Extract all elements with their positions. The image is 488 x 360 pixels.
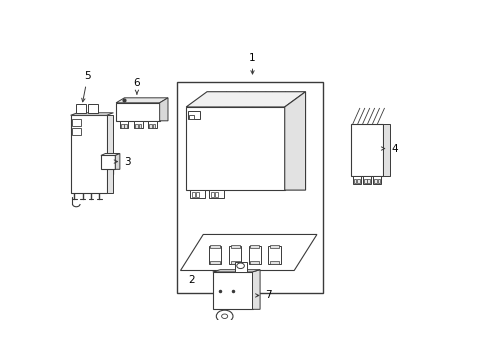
Bar [269, 261, 279, 264]
Bar [72, 120, 81, 126]
Polygon shape [116, 103, 159, 121]
Polygon shape [70, 115, 106, 193]
Polygon shape [350, 123, 383, 176]
Bar [189, 115, 193, 118]
Polygon shape [186, 107, 284, 190]
Bar [191, 192, 195, 197]
Polygon shape [116, 98, 168, 103]
Bar [250, 246, 259, 248]
Text: 5: 5 [81, 72, 91, 102]
Bar [230, 246, 239, 248]
Bar [363, 179, 366, 183]
Bar [153, 125, 155, 128]
Text: 6: 6 [133, 78, 140, 94]
Bar [188, 111, 200, 120]
Bar [228, 246, 241, 264]
Bar [139, 125, 141, 128]
Polygon shape [101, 153, 120, 156]
Bar [269, 246, 279, 248]
Polygon shape [101, 156, 115, 169]
Bar [208, 246, 221, 264]
Polygon shape [115, 153, 120, 169]
Bar [176, 82, 322, 293]
Bar [134, 121, 142, 128]
Bar [366, 179, 369, 183]
Text: 4: 4 [381, 144, 397, 153]
Bar [377, 179, 380, 183]
Bar [214, 192, 217, 197]
Bar [189, 190, 205, 198]
Bar [372, 176, 381, 184]
Bar [149, 125, 152, 128]
Text: 1: 1 [249, 53, 255, 74]
Bar [124, 125, 127, 128]
Bar [352, 176, 360, 184]
Bar [121, 125, 123, 128]
Bar [88, 104, 98, 113]
Bar [230, 261, 239, 264]
Bar [210, 261, 219, 264]
Text: 7: 7 [255, 291, 271, 301]
Polygon shape [186, 92, 305, 107]
Bar [234, 262, 246, 272]
Text: 3: 3 [114, 157, 130, 167]
Bar [268, 246, 280, 264]
Bar [373, 179, 376, 183]
Polygon shape [106, 115, 113, 193]
Bar [362, 176, 370, 184]
Bar [76, 104, 86, 113]
Bar [208, 190, 224, 198]
Bar [210, 246, 219, 248]
Bar [248, 246, 260, 264]
Polygon shape [284, 92, 305, 190]
Bar [135, 125, 138, 128]
Bar [250, 261, 259, 264]
Polygon shape [383, 123, 389, 176]
Polygon shape [252, 270, 260, 309]
Polygon shape [212, 272, 252, 309]
Bar [210, 192, 213, 197]
Polygon shape [159, 98, 168, 121]
Bar [353, 179, 356, 183]
Bar [148, 121, 156, 128]
Text: 2: 2 [188, 275, 195, 285]
Bar [120, 121, 128, 128]
Bar [72, 128, 81, 135]
Bar [195, 192, 198, 197]
Polygon shape [180, 234, 316, 270]
Bar [356, 179, 359, 183]
Polygon shape [212, 270, 260, 272]
Polygon shape [70, 113, 113, 115]
